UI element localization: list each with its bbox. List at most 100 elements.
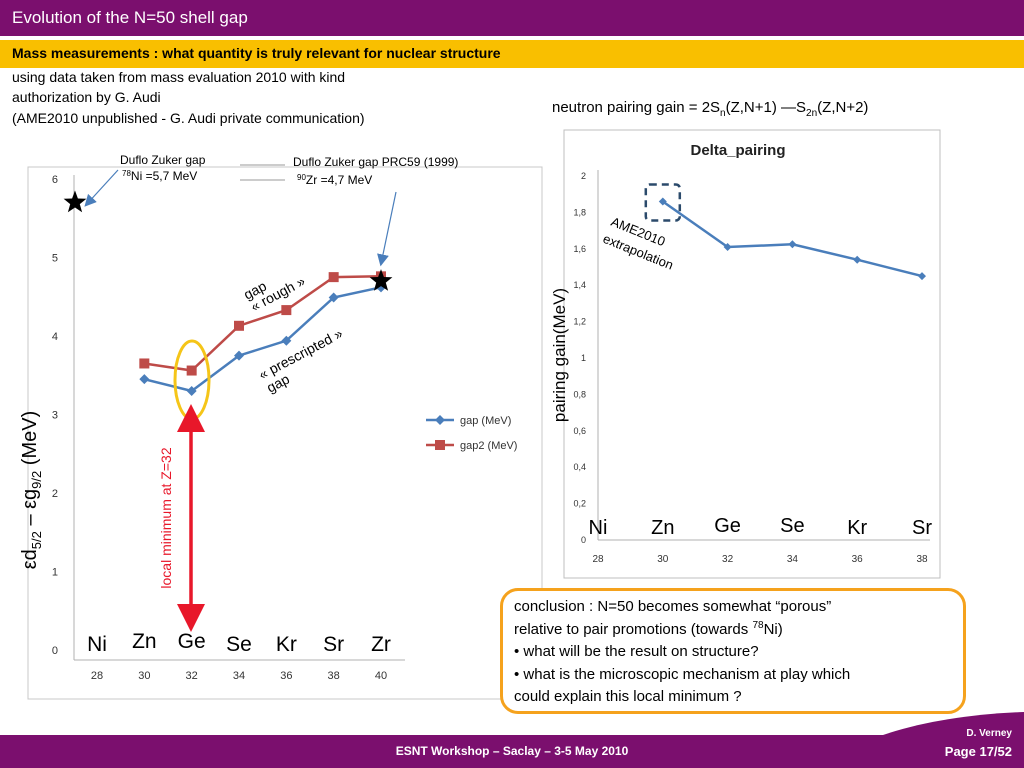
- conclusion-line-1: conclusion : N=50 becomes somewhat “poro…: [514, 598, 832, 615]
- y-tick-label: 6: [52, 174, 58, 186]
- y-tick-label: 3: [52, 410, 58, 422]
- pairing-point: [918, 272, 926, 281]
- y-tick-label: 1,8: [573, 207, 586, 217]
- pairing-chart-title: Delta_pairing: [690, 142, 785, 159]
- gap-series-line: [143, 286, 382, 393]
- arrow-to-ni-star: [84, 169, 119, 207]
- element-label: Sr: [323, 633, 344, 656]
- label-sup: 90: [297, 173, 306, 182]
- gap2-point: [234, 320, 244, 331]
- label-sup: 78: [122, 169, 131, 178]
- pairing-point: [788, 240, 797, 249]
- element-label: Zn: [132, 630, 157, 653]
- element-label: Zr: [371, 633, 391, 656]
- pairing-point: [723, 242, 732, 251]
- y-tick-label: 1,4: [573, 280, 586, 290]
- prescripted-label-1: « prescripted »: [256, 325, 345, 383]
- formula-sub-2n: 2n: [806, 108, 818, 119]
- element-label: Ge: [178, 630, 206, 653]
- y-axis-label: εd5/2 – εg9/2 (MeV): [19, 411, 44, 569]
- x-tick-label: 40: [375, 670, 387, 682]
- element-label: Ni: [87, 633, 107, 656]
- conclusion-sup: 78: [752, 620, 764, 631]
- x-tick-label: 30: [138, 670, 150, 682]
- y-tick-label: 5: [52, 253, 58, 265]
- formula-sub-n: n: [720, 108, 726, 119]
- conclusion-line-2-tail: Ni): [763, 621, 783, 638]
- intro-line-2: authorization by G. Audi: [12, 89, 161, 105]
- duflo-zuker-label-1: Duflo Zuker gap: [120, 153, 206, 167]
- formula-mid: (Z,N+1) —S: [725, 99, 807, 116]
- x-tick-label: 32: [186, 670, 198, 682]
- y-label-part: ε: [19, 560, 41, 569]
- left-chart-marks: [139, 271, 386, 396]
- subtitle-bar: [0, 40, 1024, 68]
- slide-title: Evolution of the N=50 shell gap: [12, 8, 248, 27]
- chart-frame: [27, 166, 543, 700]
- conclusion-line-5: could explain this local minimum ?: [514, 688, 742, 705]
- gap-point: [139, 374, 150, 385]
- intro-line-1: using data taken from mass evaluation 20…: [12, 69, 346, 85]
- duflo-zuker-label-2: 78Ni =5,7 MeV: [122, 169, 197, 183]
- slide-subtitle: Mass measurements : what quantity is tru…: [12, 45, 501, 61]
- gap2-point: [186, 365, 197, 376]
- overlay-group: Duflo Zuker gap 78Ni =5,7 MeV Duflo Zuker …: [63, 153, 458, 632]
- formula-prefix: neutron pairing gain = 2S: [552, 99, 721, 116]
- y-tick-label: 0,8: [573, 389, 586, 399]
- conclusion-line-4: • what is the microscopic mechanism at p…: [514, 666, 851, 683]
- footer-swoosh: [880, 712, 1024, 736]
- conclusion-line-2-text: relative to pair promotions (towards: [514, 621, 753, 638]
- gap-point: [234, 350, 244, 361]
- pairing-y-label: pairing gain(MeV): [550, 288, 569, 422]
- element-label: Se: [226, 633, 252, 656]
- duflo-zuker-prc-label-2: 90Zr =4,7 MeV: [297, 173, 372, 187]
- formula-suffix: (Z,N+2): [817, 99, 869, 116]
- pairing-point: [658, 197, 667, 206]
- y-tick-label: 0: [581, 535, 586, 545]
- author: D. Verney: [966, 728, 1012, 739]
- footer-text: ESNT Workshop – Saclay – 3-5 May 2010: [395, 744, 629, 758]
- y-tick-label: 1: [52, 567, 58, 579]
- footer-bar: [0, 735, 1024, 768]
- x-tick-label: 38: [916, 554, 928, 565]
- y-label-part: – ε: [19, 500, 41, 531]
- y-tick-label: 1,6: [573, 244, 586, 254]
- conclusion-box: [500, 588, 966, 714]
- y-label-part: g: [19, 489, 41, 500]
- y-label-part: (MeV): [19, 411, 41, 471]
- x-tick-label: 34: [233, 670, 245, 682]
- pairing-chart: Delta_pairing 0 0,2 0,4 0,6 0,8 1 1,2 1,4 1,6 1,8 2…: [550, 129, 941, 579]
- conclusion-line-3: • what will be the result on structure?: [514, 643, 759, 660]
- gap2-point: [281, 305, 292, 316]
- y-tick-label: 0,2: [573, 499, 586, 509]
- x-tick-label: 38: [328, 670, 340, 682]
- left-chart-legend: gap (MeV) gap2 (MeV): [426, 415, 517, 452]
- legend-marker: [435, 415, 445, 425]
- label-text: Zr =4,7 MeV: [306, 173, 372, 187]
- x-tick-label: 28: [592, 554, 604, 565]
- extrapolation-box: [644, 183, 682, 222]
- gap2-series-line: [144, 275, 382, 372]
- duflo-zuker-prc-label-1: Duflo Zuker gap PRC59 (1999): [293, 155, 458, 169]
- page-number: Page 17/52: [944, 744, 1012, 759]
- local-minimum-label: local minimum at Z=32: [158, 447, 174, 588]
- y-tick-label: 0,6: [573, 426, 586, 436]
- gap2-point: [139, 358, 150, 369]
- element-label: Ge: [714, 515, 741, 537]
- gap-point: [281, 335, 292, 346]
- conclusion-line-2: relative to pair promotions (towards 78N…: [514, 620, 783, 638]
- x-tick-label: 36: [852, 554, 864, 565]
- y-label-sub: 5/2: [29, 531, 44, 549]
- pairing-point: [853, 255, 862, 264]
- gap2-point: [328, 272, 339, 283]
- title-bar: [0, 0, 1024, 36]
- y-label-sub: 9/2: [29, 471, 44, 489]
- arrow-to-zr-star: [377, 191, 397, 267]
- legend-label: gap2 (MeV): [460, 440, 517, 452]
- x-tick-label: 34: [787, 554, 799, 565]
- duflo-zuker-star: [369, 269, 393, 291]
- legend-marker: [435, 440, 445, 450]
- element-label: Kr: [847, 517, 867, 539]
- x-tick-label: 36: [280, 670, 292, 682]
